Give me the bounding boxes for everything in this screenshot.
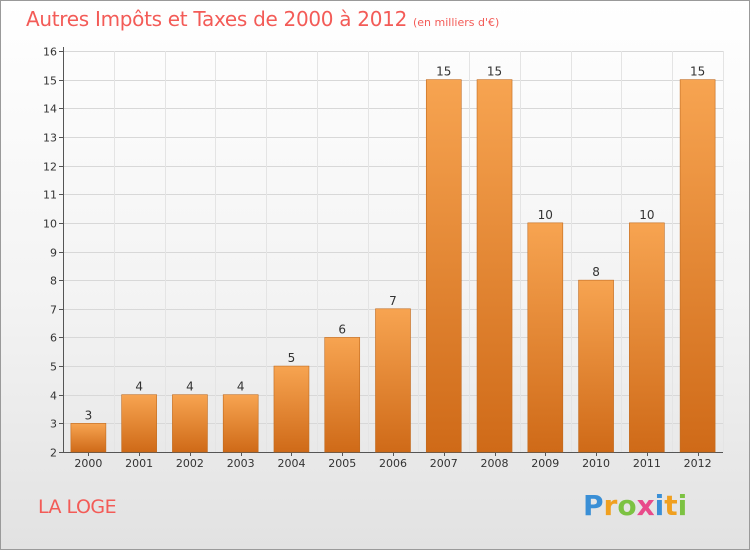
bar-2004 <box>273 365 310 453</box>
logo-letter: P <box>583 489 604 522</box>
x-tick-label: 2010 <box>582 457 610 470</box>
y-tick-label: 5 <box>50 361 57 374</box>
y-tick-label: 15 <box>43 75 57 88</box>
value-label: 6 <box>338 322 346 336</box>
x-tick-label: 2002 <box>176 457 204 470</box>
x-tick-label: 2009 <box>531 457 559 470</box>
chart-title-main: Autres Impôts et Taxes de 2000 à 2012 <box>26 7 407 31</box>
value-label: 4 <box>135 380 143 394</box>
value-label: 4 <box>237 380 245 394</box>
value-label: 10 <box>538 208 553 222</box>
chart-title: Autres Impôts et Taxes de 2000 à 2012 (en… <box>26 7 499 31</box>
y-tick-label: 8 <box>50 275 57 288</box>
value-label: 3 <box>85 408 93 422</box>
bar-2009 <box>527 222 564 453</box>
x-tick-label: 2008 <box>481 457 509 470</box>
y-tick-label: 7 <box>50 304 57 317</box>
y-tick-label: 16 <box>43 46 57 59</box>
axes <box>59 47 723 456</box>
y-tick-label: 4 <box>50 390 57 403</box>
logo-letter: x <box>636 489 655 522</box>
x-tick-label: 2001 <box>125 457 153 470</box>
x-tick-label: 2007 <box>430 457 458 470</box>
bar-2003 <box>222 394 259 453</box>
bar-2012 <box>679 79 716 453</box>
x-tick-label: 2012 <box>684 457 712 470</box>
y-tick-label: 12 <box>43 161 57 174</box>
bar-2011 <box>629 222 665 453</box>
y-tick-label: 13 <box>43 132 57 145</box>
y-tick-label: 14 <box>43 103 57 116</box>
x-tick-label: 2004 <box>277 457 305 470</box>
bar-2006 <box>375 308 411 453</box>
x-tick-label: 2000 <box>74 457 102 470</box>
value-label: 15 <box>690 65 705 79</box>
logo-letter: r <box>603 489 618 522</box>
value-label: 8 <box>592 265 600 279</box>
y-tick-label: 2 <box>50 447 57 460</box>
x-tick-label: 2005 <box>328 457 356 470</box>
bar-2007 <box>425 79 462 453</box>
y-tick-label: 3 <box>50 418 57 431</box>
bar-2002 <box>172 394 208 453</box>
x-tick-label: 2006 <box>379 457 407 470</box>
value-label: 15 <box>487 65 502 79</box>
y-tick-label: 11 <box>43 189 57 202</box>
value-label: 4 <box>186 380 194 394</box>
value-label: 5 <box>288 351 296 365</box>
bar-2000 <box>70 423 107 453</box>
x-tick-label: 2003 <box>227 457 255 470</box>
value-label: 10 <box>639 208 654 222</box>
logo-letter: t <box>664 489 678 522</box>
x-tick-label: 2011 <box>633 457 661 470</box>
logo-letter: i <box>677 489 688 522</box>
bar-2010 <box>578 279 614 453</box>
proxiti-logo: Proxiti <box>583 489 687 522</box>
value-label: 15 <box>436 65 451 79</box>
value-label: 7 <box>389 294 397 308</box>
labels: 2 3 4 5 6 7 8 9 10 11 12 13 14 15 16 3 2000 4 2001 4 2002 4 20… <box>43 46 712 471</box>
commune-name: LA LOGE <box>38 496 117 518</box>
logo-letter: o <box>617 489 637 522</box>
y-tick-label: 10 <box>43 218 57 231</box>
y-tick-label: 6 <box>50 332 57 345</box>
logo-letter: i <box>654 489 665 522</box>
chart-subtitle: (en milliers d'€) <box>413 16 500 29</box>
bars <box>70 79 716 453</box>
y-tick-label: 9 <box>50 247 57 260</box>
bar-2005 <box>324 337 361 453</box>
bar-2008 <box>476 79 513 453</box>
bar-2001 <box>121 394 157 453</box>
